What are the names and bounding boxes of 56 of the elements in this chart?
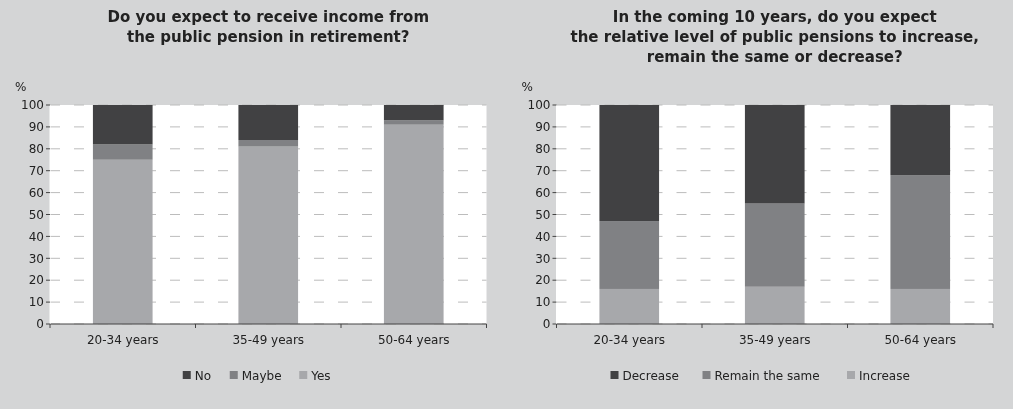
- x-tick-label: 20-34 years: [593, 333, 666, 347]
- y-tick-label: 0: [36, 317, 44, 332]
- legend-label: No: [194, 369, 212, 383]
- y-tick-label: 0: [542, 317, 551, 332]
- bar: [599, 221, 660, 289]
- legend-label: Decrease: [622, 369, 679, 383]
- y-tick-label: 70: [535, 163, 551, 178]
- y-tick-label: 80: [28, 142, 44, 156]
- y-tick-label: 100: [21, 98, 44, 113]
- legend-label: Maybe: [241, 369, 282, 383]
- y-tick-label: 20: [28, 273, 44, 288]
- y-axis-title: %: [15, 80, 27, 94]
- y-tick-label: 50: [28, 207, 44, 222]
- y-tick-label: 20: [535, 273, 551, 288]
- y-tick-label: 30: [28, 251, 44, 266]
- bar: [599, 105, 660, 222]
- bar: [890, 175, 951, 289]
- bar: [890, 288, 951, 324]
- bar: [238, 140, 299, 147]
- legend-label: Increase: [859, 369, 910, 383]
- y-tick-label: 10: [535, 295, 551, 310]
- bar: [92, 159, 153, 324]
- y-axis-title: %: [521, 80, 533, 94]
- chart-title: Do you expect to receive income from the public pension in retirement?: [107, 8, 430, 46]
- y-tick-label: 70: [28, 163, 44, 178]
- y-tick-label: 10: [28, 295, 44, 310]
- y-tick-label: 90: [535, 120, 551, 135]
- y-tick-label: 80: [535, 142, 551, 156]
- x-tick-label: 50-64 years: [884, 333, 957, 347]
- x-tick-label: 35-49 years: [232, 333, 305, 347]
- bar: [92, 144, 153, 160]
- x-tick-label: 35-49 years: [738, 333, 811, 347]
- y-tick-label: 100: [527, 98, 551, 113]
- bar: [744, 105, 805, 204]
- bar: [383, 105, 444, 121]
- bar: [383, 120, 444, 125]
- y-tick-label: 40: [28, 229, 44, 244]
- bar: [238, 146, 299, 324]
- chart-title: In the coming 10 years, do you expect the relative level of public pensions to increase, remain the same or decrease?: [570, 8, 979, 66]
- bar: [383, 124, 444, 324]
- legend-label: Remain the same: [714, 369, 820, 383]
- y-tick-label: 60: [535, 185, 551, 200]
- y-tick-label: 50: [535, 207, 551, 222]
- bar: [744, 286, 805, 324]
- x-tick-label: 20-34 years: [86, 333, 159, 347]
- y-tick-label: 40: [535, 229, 551, 244]
- y-tick-label: 60: [28, 185, 44, 200]
- bar: [890, 105, 951, 176]
- legend-label: Yes: [310, 369, 331, 383]
- bar: [599, 288, 660, 324]
- x-tick-label: 50-64 years: [377, 333, 450, 347]
- y-tick-label: 30: [535, 251, 551, 266]
- bar: [238, 105, 299, 141]
- y-tick-label: 90: [28, 120, 44, 135]
- bar: [744, 203, 805, 287]
- bar: [92, 105, 153, 145]
